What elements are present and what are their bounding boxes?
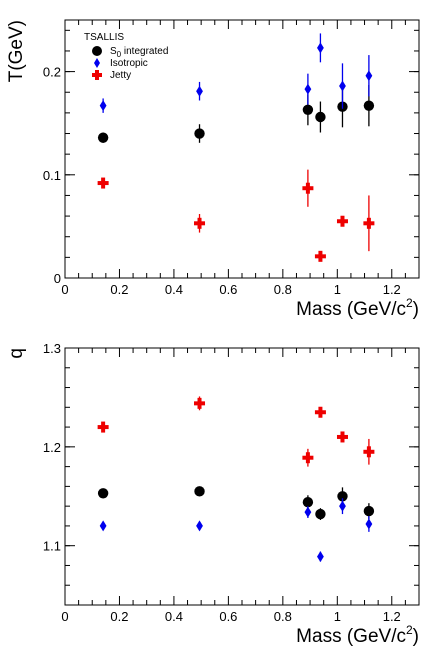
data-point-diamond bbox=[317, 551, 324, 563]
data-point-cross-v bbox=[340, 215, 345, 227]
legend-entry-subscript: 0 bbox=[117, 50, 122, 59]
series-diamond bbox=[99, 498, 373, 563]
data-point-cross-v bbox=[101, 177, 106, 189]
series-cross bbox=[97, 169, 375, 262]
x-axis-label-superscript: 2 bbox=[406, 623, 413, 637]
data-point-cross-v bbox=[197, 397, 202, 409]
data-point-diamond bbox=[365, 518, 373, 530]
y-tick-label: 1.2 bbox=[43, 440, 61, 455]
data-point-diamond bbox=[304, 506, 312, 518]
data-point-cross-v bbox=[340, 431, 345, 443]
data-point-cross-v bbox=[366, 217, 371, 229]
panel-bottom: 0 0.2 0.4 0.6 0.8 1 1.2 1.1 1.2 1.3 Mass (GeV/c2) q bbox=[6, 341, 420, 647]
legend-entry-label: S0 integrated bbox=[110, 46, 168, 59]
data-point-cross-v bbox=[101, 421, 106, 433]
data-point-circle bbox=[363, 100, 375, 111]
data-point-circle bbox=[315, 111, 326, 123]
data-point-circle bbox=[315, 508, 326, 520]
data-point-diamond bbox=[196, 520, 203, 532]
x-axis-label-close: ) bbox=[413, 626, 419, 647]
data-point-circle bbox=[302, 104, 314, 115]
data-point-diamond bbox=[304, 83, 312, 95]
data-point-diamond bbox=[365, 70, 373, 82]
x-tick-label: 0.2 bbox=[110, 282, 128, 297]
legend-entry-s: S bbox=[110, 46, 117, 57]
x-axis-label: Mass (GeV/c2) bbox=[296, 296, 419, 320]
data-point-circle bbox=[337, 491, 348, 502]
x-tick-label: 0.6 bbox=[219, 609, 237, 624]
x-tick-label: 0.8 bbox=[274, 282, 292, 297]
data-point-diamond bbox=[317, 42, 324, 54]
x-tick-label: 1.2 bbox=[383, 609, 401, 624]
plot-frame bbox=[64, 347, 420, 606]
data-point-circle bbox=[302, 497, 314, 508]
legend-marker-cross-v bbox=[95, 70, 99, 80]
legend-marker-diamond bbox=[94, 58, 100, 68]
x-tick-label: 0.2 bbox=[110, 609, 128, 624]
series-cross bbox=[97, 396, 375, 467]
y-tick-label: 0 bbox=[54, 271, 61, 286]
x-axis-label-superscript: 2 bbox=[406, 296, 413, 310]
x-tick-label: 0.4 bbox=[165, 609, 183, 624]
panel-top: 0 0.2 0.4 0.6 0.8 1 1.2 0 0.1 0.2 Mass (GeV/c2) T(G… bbox=[6, 19, 420, 320]
x-tick-label: 1.2 bbox=[383, 282, 401, 297]
data-point-diamond bbox=[99, 520, 107, 532]
legend-entry-label: Isotropic bbox=[110, 58, 148, 69]
x-tick-label: 1 bbox=[334, 609, 341, 624]
data-point-cross-v bbox=[305, 452, 310, 464]
data-point-diamond bbox=[196, 85, 203, 97]
data-point-cross-v bbox=[318, 406, 323, 418]
y-tick-label: 1.1 bbox=[43, 539, 61, 554]
data-point-cross-v bbox=[197, 217, 202, 229]
x-tick-label: 0.4 bbox=[165, 282, 183, 297]
x-tick-label: 0.6 bbox=[219, 282, 237, 297]
data-point-diamond bbox=[339, 500, 346, 512]
legend-marker-circle bbox=[92, 46, 102, 56]
y-tick-label: 0.1 bbox=[43, 168, 61, 183]
legend-entry-label: Jetty bbox=[110, 70, 131, 81]
series-diamond bbox=[99, 33, 373, 113]
data-point-diamond bbox=[99, 100, 107, 112]
data-point-cross-v bbox=[305, 182, 310, 194]
data-point-cross-v bbox=[318, 250, 323, 262]
legend-title: TSALLIS bbox=[84, 32, 124, 43]
x-axis-label-main: Mass (GeV/c bbox=[296, 299, 406, 320]
x-tick-label: 0.8 bbox=[274, 609, 292, 624]
series-circle bbox=[97, 486, 375, 520]
data-point-circle bbox=[363, 505, 375, 517]
y-axis-label: q bbox=[6, 348, 27, 359]
legend-entry-rest: integrated bbox=[121, 46, 168, 57]
data-point-circle bbox=[97, 488, 109, 499]
data-point-circle bbox=[194, 128, 205, 139]
x-axis-label-close: ) bbox=[413, 299, 419, 320]
data-point-diamond bbox=[339, 80, 346, 92]
x-tick-label: 1 bbox=[334, 282, 341, 297]
x-axis-label: Mass (GeV/c2) bbox=[296, 623, 419, 647]
data-point-cross-v bbox=[366, 446, 371, 458]
y-axis-label: T(GeV) bbox=[6, 20, 27, 82]
x-tick-label: 0 bbox=[61, 282, 68, 297]
data-point-circle bbox=[97, 132, 109, 143]
y-tick-label: 1.3 bbox=[43, 341, 61, 356]
data-point-circle bbox=[194, 486, 205, 497]
x-axis-label-main: Mass (GeV/c bbox=[296, 626, 406, 647]
x-tick-label: 0 bbox=[61, 609, 68, 624]
y-tick-label: 0.2 bbox=[43, 65, 61, 80]
series-circle bbox=[97, 85, 375, 143]
